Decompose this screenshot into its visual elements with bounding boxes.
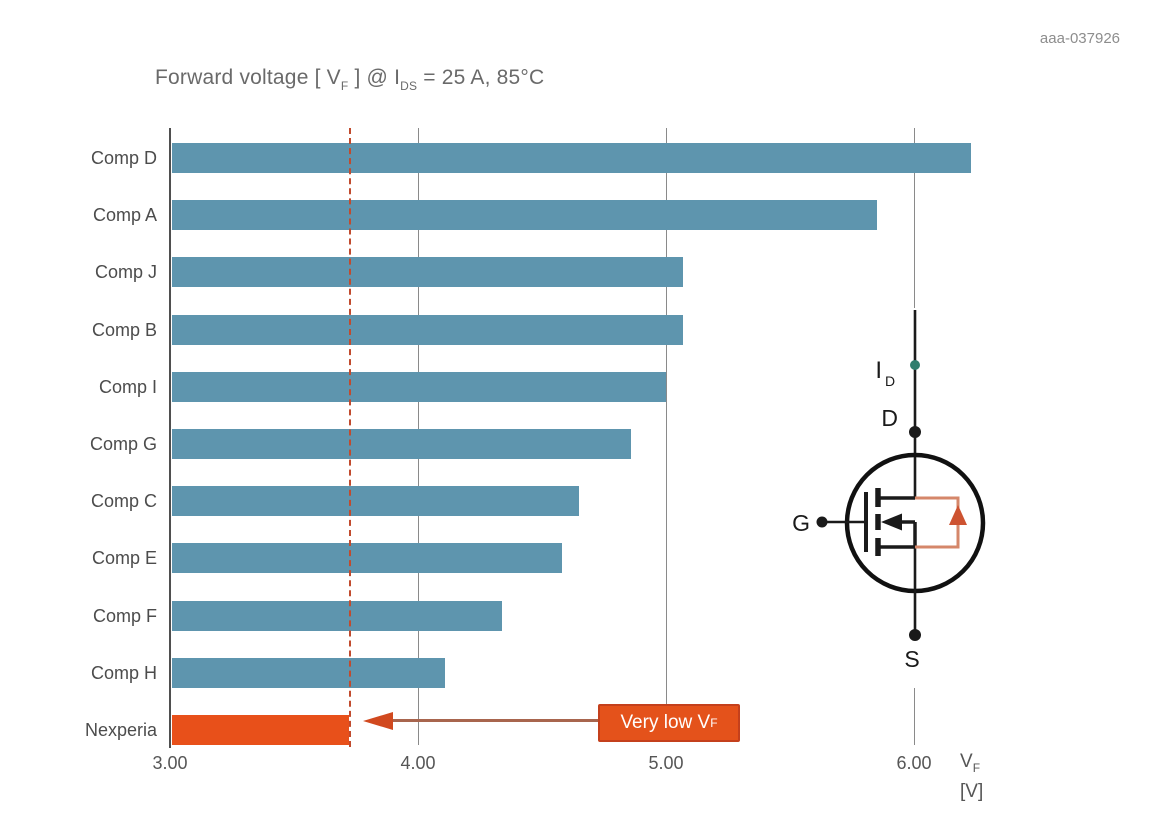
mosfet-symbol: I D D G S — [792, 310, 986, 672]
current-node-dot — [910, 360, 920, 370]
body-diode-triangle — [949, 505, 967, 525]
category-label: Comp B — [91, 320, 157, 340]
body-arrow — [881, 513, 902, 531]
category-label: Comp I — [98, 377, 157, 397]
annotation-text: Very low V — [620, 712, 711, 733]
x-tick-label-5.00: 5.00 — [648, 753, 684, 773]
bar-comp-d — [172, 143, 971, 173]
chart-title: Forward voltage [ VF ] @ IDS = 25 A, 85°… — [155, 66, 544, 93]
gate-label: G — [792, 510, 810, 536]
drain-node-dot — [909, 426, 921, 438]
source-label: S — [904, 646, 919, 672]
x-tick-label-3.00: 3.00 — [152, 753, 188, 773]
unit-v: V — [960, 751, 973, 772]
category-label: Comp H — [90, 663, 157, 683]
bar-comp-g — [172, 429, 631, 459]
bar-comp-c — [172, 486, 579, 516]
bar-nexperia — [172, 715, 349, 745]
x-tick-label-4.00: 4.00 — [400, 753, 436, 773]
category-label: Comp F — [92, 606, 157, 626]
category-label: Comp J — [94, 262, 157, 282]
annotation-arrow-head — [363, 712, 393, 730]
category-label: Comp D — [90, 148, 157, 168]
document-id: aaa-037926 — [1039, 30, 1120, 47]
category-label: Comp E — [91, 548, 157, 568]
annotation-arrow-shaft — [390, 719, 598, 722]
title-subscript-f: F — [340, 79, 349, 93]
title-suffix: = 25 A, 85°C — [417, 66, 545, 89]
x-axis-unit: VF [V] — [960, 750, 983, 804]
y-axis-line — [169, 128, 171, 748]
drain-label: D — [881, 405, 898, 431]
bar-comp-j — [172, 257, 683, 287]
category-label: Nexperia — [84, 720, 157, 740]
bar-comp-b — [172, 315, 683, 345]
annotation-text-sub: F — [710, 716, 718, 730]
bar-comp-e — [172, 543, 562, 573]
current-label-d-sub: D — [885, 373, 895, 389]
source-node-dot — [909, 629, 921, 641]
bar-comp-f — [172, 601, 502, 631]
gridline-5.00 — [666, 128, 667, 704]
category-label: Comp G — [89, 434, 157, 454]
gridline-6.00 — [914, 688, 915, 745]
title-prefix: Forward voltage [ V — [155, 66, 341, 89]
title-subscript-ds: DS — [400, 79, 418, 93]
reference-dashed-line — [348, 128, 351, 747]
bar-comp-a — [172, 200, 877, 230]
x-tick-label-6.00: 6.00 — [896, 753, 932, 773]
gridline-6.00 — [914, 128, 915, 308]
category-label: Comp C — [90, 491, 157, 511]
unit-bracket: [V] — [960, 781, 984, 802]
bar-comp-i — [172, 372, 666, 402]
title-mid: ] @ I — [348, 66, 401, 89]
category-label: Comp A — [92, 205, 157, 225]
current-label-i: I — [875, 357, 882, 384]
unit-v-sub: F — [972, 761, 981, 775]
bar-comp-h — [172, 658, 445, 688]
